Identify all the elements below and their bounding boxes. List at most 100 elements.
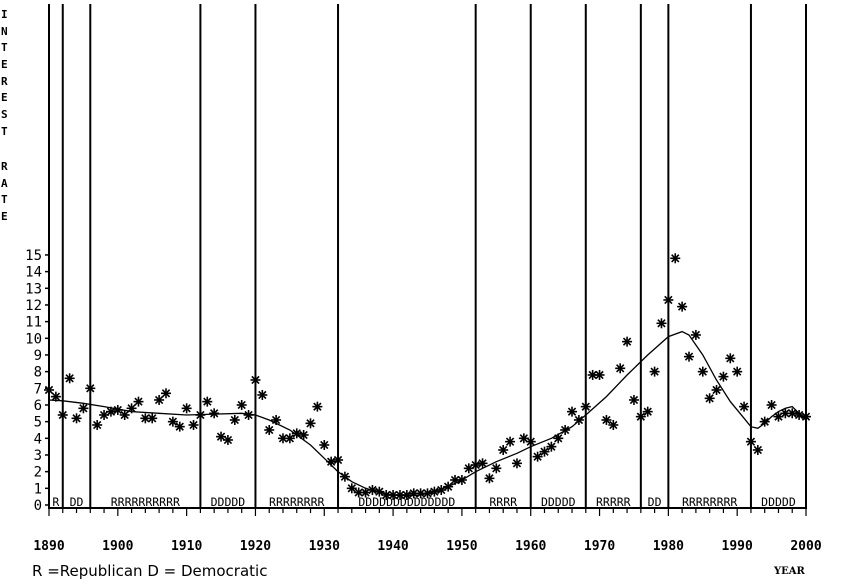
data-point — [580, 401, 591, 412]
data-point — [670, 253, 681, 264]
data-point — [739, 401, 750, 412]
data-point — [195, 409, 206, 420]
asterisk-stroke — [209, 409, 219, 418]
asterisk-stroke — [629, 395, 639, 405]
data-point — [339, 471, 350, 482]
data-point — [243, 409, 254, 420]
asterisk-stroke — [244, 410, 253, 420]
asterisk-stroke — [677, 302, 687, 311]
data-point — [160, 388, 171, 399]
data-point — [594, 369, 605, 380]
asterisk-stroke — [547, 442, 556, 451]
data-point — [759, 416, 770, 427]
data-point — [511, 458, 522, 469]
asterisk-stroke — [788, 409, 797, 418]
data-point — [333, 454, 344, 465]
y-tick-label: 7 — [34, 381, 42, 397]
y-tick-label: 13 — [25, 281, 42, 297]
asterisk-stroke — [278, 434, 288, 443]
asterisk-stroke — [51, 392, 61, 401]
asterisk-stroke — [416, 489, 425, 498]
asterisk-stroke — [148, 414, 157, 423]
data-point — [601, 414, 612, 425]
asterisk-stroke — [443, 482, 453, 491]
data-point — [298, 429, 309, 440]
data-point — [697, 366, 708, 377]
asterisk-stroke — [347, 484, 356, 493]
x-tick-label: 1900 — [102, 539, 133, 554]
data-point — [353, 487, 364, 498]
data-point — [780, 408, 791, 419]
asterisk-stroke — [113, 405, 122, 415]
asterisk-stroke — [265, 425, 274, 435]
x-tick-label: 1930 — [309, 539, 340, 554]
asterisk-stroke — [409, 489, 418, 498]
x-axis-label: YEAR — [774, 566, 805, 577]
asterisk-stroke — [161, 389, 171, 398]
data-point — [608, 419, 619, 430]
data-point — [50, 391, 61, 402]
asterisk-stroke — [134, 397, 143, 406]
asterisk-stroke — [354, 488, 363, 497]
asterisk-stroke — [781, 409, 790, 418]
asterisk-stroke — [299, 430, 308, 440]
party-label: RRRRR — [596, 495, 631, 509]
asterisk-stroke — [196, 410, 205, 420]
asterisk-stroke — [664, 295, 673, 305]
asterisk-stroke — [375, 487, 384, 496]
data-point — [147, 413, 158, 424]
asterisk-stroke — [99, 410, 109, 420]
y-tick-label: 10 — [25, 331, 42, 347]
asterisk-stroke — [684, 352, 694, 361]
asterisk-stroke — [237, 400, 246, 410]
asterisk-stroke — [271, 415, 281, 425]
data-point — [553, 433, 564, 444]
asterisk-stroke — [533, 452, 542, 461]
data-point — [732, 366, 743, 377]
y-tick-label: 12 — [25, 298, 42, 314]
data-point — [711, 384, 722, 395]
party-label: RRRRRRRR — [269, 495, 324, 509]
asterisk-stroke — [609, 420, 618, 430]
asterisk-stroke — [567, 407, 577, 416]
asterisk-stroke — [726, 354, 735, 363]
party-label: RRRR — [489, 495, 517, 509]
x-tick-label: 1890 — [33, 539, 64, 554]
data-point — [684, 351, 695, 362]
data-point — [388, 489, 399, 500]
data-point — [635, 411, 646, 422]
data-point — [573, 414, 584, 425]
asterisk-stroke — [388, 490, 398, 500]
y-tick-label: 5 — [34, 415, 42, 431]
data-point — [126, 403, 137, 414]
asterisk-stroke — [457, 475, 467, 485]
asterisk-stroke — [574, 415, 584, 425]
data-point — [257, 389, 268, 400]
asterisk-stroke — [753, 445, 762, 455]
asterisk-stroke — [223, 435, 233, 445]
data-point — [112, 404, 123, 415]
y-tick-label: 6 — [34, 398, 42, 414]
asterisk-stroke — [540, 447, 549, 456]
asterisk-stroke — [79, 404, 88, 413]
asterisk-stroke — [382, 490, 391, 500]
data-point — [57, 409, 68, 420]
asterisk-stroke — [72, 414, 81, 423]
x-tick-label: 2000 — [790, 539, 821, 554]
data-point — [456, 474, 467, 485]
asterisk-stroke — [636, 412, 646, 421]
y-tick-label: 9 — [34, 348, 42, 364]
data-point — [78, 403, 89, 414]
data-point — [787, 408, 798, 419]
data-point — [222, 434, 233, 445]
asterisk-stroke — [602, 415, 611, 425]
y-tick-label: 11 — [25, 315, 42, 331]
asterisk-stroke — [216, 432, 226, 441]
data-point — [525, 436, 536, 447]
data-point — [470, 459, 481, 470]
party-label: RRRRRRRRRR — [111, 495, 180, 509]
asterisk-stroke — [719, 372, 728, 381]
asterisk-stroke — [44, 385, 54, 395]
data-point — [656, 318, 667, 329]
